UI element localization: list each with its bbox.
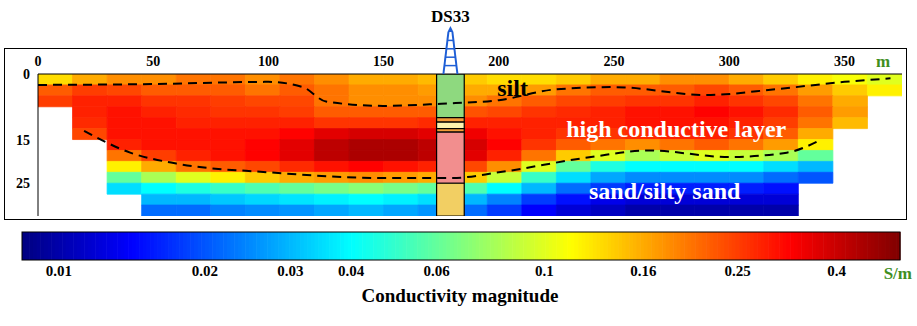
svg-text:100: 100	[258, 54, 279, 69]
svg-text:sand/silty sand: sand/silty sand	[589, 178, 741, 204]
svg-text:0.01: 0.01	[46, 263, 72, 279]
svg-text:0.03: 0.03	[277, 263, 303, 279]
svg-text:0.16: 0.16	[630, 263, 657, 279]
svg-text:DS33: DS33	[431, 7, 470, 26]
svg-text:0.4: 0.4	[827, 263, 846, 279]
svg-text:silt: silt	[497, 75, 528, 101]
svg-text:0: 0	[35, 54, 42, 69]
svg-text:S/m: S/m	[884, 264, 912, 283]
svg-text:0.1: 0.1	[535, 263, 554, 279]
svg-text:0.04: 0.04	[338, 263, 365, 279]
svg-text:0.25: 0.25	[724, 263, 750, 279]
svg-text:25: 25	[16, 176, 30, 191]
svg-text:150: 150	[373, 54, 394, 69]
svg-text:0: 0	[23, 67, 30, 82]
svg-text:350: 350	[834, 54, 855, 69]
svg-text:200: 200	[488, 54, 509, 69]
svg-text:Conductivity magnitude: Conductivity magnitude	[362, 285, 559, 306]
svg-text:high conductive layer: high conductive layer	[566, 116, 786, 142]
html-text:m: m	[876, 52, 891, 71]
svg-text:0.06: 0.06	[424, 263, 451, 279]
svg-text:300: 300	[719, 54, 740, 69]
svg-text:50: 50	[146, 54, 160, 69]
svg-text:15: 15	[16, 133, 30, 148]
svg-text:250: 250	[604, 54, 625, 69]
svg-text:0.02: 0.02	[192, 263, 218, 279]
